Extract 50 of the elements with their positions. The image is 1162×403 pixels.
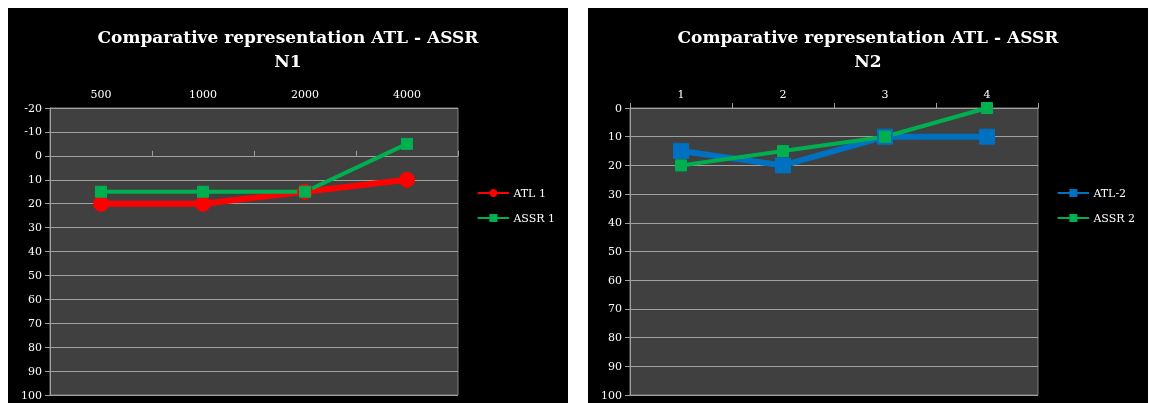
point	[981, 102, 993, 114]
x-tick-label: 4000	[393, 88, 421, 101]
point	[777, 145, 789, 158]
point	[401, 137, 413, 150]
y-tick-label: 60	[608, 273, 622, 287]
legend-label: ASSR 2	[1092, 211, 1136, 225]
y-tick-label: 20	[28, 197, 42, 211]
y-tick-label: 20	[608, 158, 622, 172]
y-tick-label: 90	[608, 359, 622, 373]
y-tick-label: 0	[35, 149, 42, 163]
y-tick-label: 40	[28, 245, 42, 258]
y-tick-label: 50	[28, 268, 42, 282]
x-tick-label: 1	[677, 88, 685, 101]
point	[979, 128, 995, 145]
point	[675, 159, 687, 172]
y-tick-label: 50	[608, 245, 622, 258]
y-tick-label: 60	[28, 292, 42, 306]
point	[95, 185, 107, 198]
legend-label: ATL-2	[1092, 186, 1127, 200]
y-tick-label: 100	[21, 388, 42, 402]
y-tick-label: 10	[28, 173, 42, 187]
y-tick-label: 40	[608, 216, 622, 230]
y-tick-label: 70	[608, 302, 622, 316]
y-tick-label: -10	[24, 125, 42, 139]
y-tick-label: 30	[28, 221, 42, 235]
y-tick-label: 80	[608, 331, 622, 345]
point	[399, 171, 415, 188]
point	[673, 143, 689, 160]
point	[775, 157, 791, 174]
y-tick-label: 70	[28, 316, 42, 330]
legend-label: ASSR 1	[512, 211, 556, 225]
y-tick-label: 30	[608, 187, 622, 201]
x-tick-label: 1000	[189, 88, 217, 101]
legend-label: ATL 1	[512, 186, 546, 200]
y-tick-label: 80	[28, 340, 42, 354]
chart-title: Comparative representation ATL - ASSR N1	[97, 27, 480, 71]
x-tick-label: 2	[779, 88, 787, 101]
y-tick-label: 10	[608, 130, 622, 144]
x-tick-label: 500	[90, 88, 112, 101]
x-tick-label: 4	[983, 88, 991, 101]
y-tick-label: 100	[601, 388, 622, 402]
y-tick-label: -20	[24, 101, 42, 115]
x-tick-label: 3	[881, 88, 889, 101]
x-tick-label: 2000	[291, 88, 319, 101]
y-tick-label: 0	[615, 101, 622, 115]
point	[195, 195, 211, 212]
point	[93, 195, 109, 212]
chart-title: Comparative representation ATL - ASSR N2	[677, 27, 1060, 71]
y-tick-label: 90	[28, 364, 42, 378]
point	[197, 185, 209, 198]
